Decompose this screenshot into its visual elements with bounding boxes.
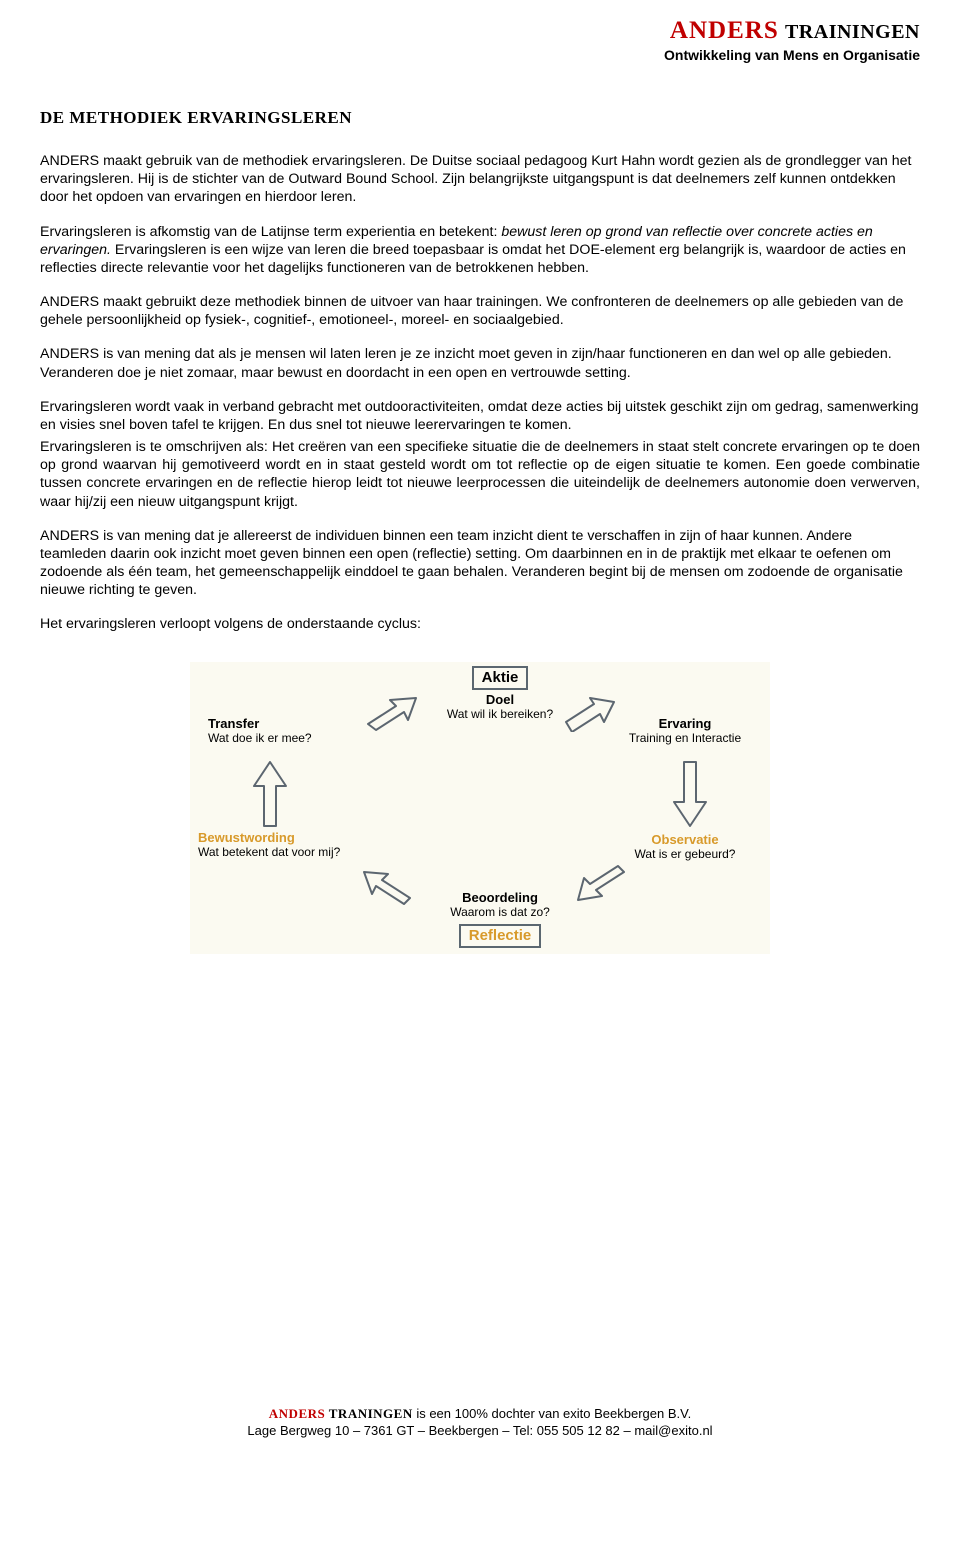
spacer xyxy=(40,954,920,1434)
paragraph-1: ANDERS maakt gebruik van de methodiek er… xyxy=(40,152,920,207)
paragraph-2: Ervaringsleren is afkomstig van de Latij… xyxy=(40,223,920,278)
aktie-sub1: Doel xyxy=(425,692,575,708)
node-reflectie: Reflectie xyxy=(450,924,550,948)
arrow-bewust-transfer xyxy=(250,758,290,830)
arrow-aktie-ervaring xyxy=(560,692,620,732)
arrow-beoordeling-bewust xyxy=(360,862,420,908)
footer-line-1: ANDERS TRANINGEN is een 100% dochter van… xyxy=(0,1406,960,1423)
arrow-ervaring-observatie xyxy=(670,758,710,830)
footer-brand2: TRANINGEN xyxy=(325,1406,412,1421)
observatie-label: Observatie xyxy=(610,832,760,848)
header-brand: ANDERS TRAININGEN Ontwikkeling van Mens … xyxy=(664,18,920,63)
node-bewustwording: Bewustwording Wat betekent dat voor mij? xyxy=(198,830,388,860)
paragraph-7: ANDERS is van mening dat je allereerst d… xyxy=(40,527,920,600)
footer: ANDERS TRANINGEN is een 100% dochter van… xyxy=(0,1406,960,1440)
paragraph-5: Ervaringsleren wordt vaak in verband geb… xyxy=(40,398,920,434)
transfer-sub: Wat doe ik er mee? xyxy=(208,731,368,745)
body-text: ANDERS maakt gebruik van de methodiek er… xyxy=(40,152,920,634)
transfer-label: Transfer xyxy=(208,716,368,732)
cycle-diagram: Aktie Doel Wat wil ik bereiken? Ervaring… xyxy=(190,662,770,954)
brand-name: ANDERS xyxy=(670,17,779,44)
bewust-label: Bewustwording xyxy=(198,830,388,846)
footer-line-2: Lage Bergweg 10 – 7361 GT – Beekbergen –… xyxy=(0,1423,960,1440)
footer-text-b: exito Beekbergen B.V. xyxy=(563,1406,691,1421)
paragraph-4: ANDERS is van mening dat als je mensen w… xyxy=(40,345,920,381)
ervaring-sub: Training en Interactie xyxy=(605,731,765,745)
document-title: DE METHODIEK ERVARINGSLEREN xyxy=(40,108,920,128)
node-ervaring: Ervaring Training en Interactie xyxy=(605,716,765,746)
reflectie-box-label: Reflectie xyxy=(459,924,542,948)
aktie-box-label: Aktie xyxy=(472,666,529,690)
observatie-sub: Wat is er gebeurd? xyxy=(610,847,760,861)
p2-post: Ervaringsleren is een wijze van leren di… xyxy=(40,242,906,276)
bewust-sub: Wat betekent dat voor mij? xyxy=(198,845,388,859)
arrow-observatie-beoordeling xyxy=(572,862,632,908)
paragraph-8: Het ervaringsleren verloopt volgens de o… xyxy=(40,615,920,633)
footer-text-a: is een 100% dochter van xyxy=(413,1406,563,1421)
footer-brand: ANDERS xyxy=(269,1406,325,1421)
node-aktie: Aktie Doel Wat wil ik bereiken? xyxy=(425,666,575,722)
paragraph-3: ANDERS maakt gebruikt deze methodiek bin… xyxy=(40,293,920,329)
paragraph-6: Ervaringsleren is te omschrijven als: He… xyxy=(40,438,920,511)
brand-line: ANDERS TRAININGEN xyxy=(664,18,920,43)
node-transfer: Transfer Wat doe ik er mee? xyxy=(208,716,368,746)
brand-tagline: Ontwikkeling van Mens en Organisatie xyxy=(664,47,920,63)
brand-suffix: TRAININGEN xyxy=(785,21,920,43)
node-beoordeling: Beoordeling Waarom is dat zo? xyxy=(415,890,585,920)
aktie-sub2: Wat wil ik bereiken? xyxy=(425,707,575,721)
arrow-transfer-aktie xyxy=(360,690,424,734)
node-observatie: Observatie Wat is er gebeurd? xyxy=(610,832,760,862)
beoordeling-label: Beoordeling xyxy=(415,890,585,906)
ervaring-label: Ervaring xyxy=(605,716,765,732)
p2-pre: Ervaringsleren is afkomstig van de Latij… xyxy=(40,224,501,240)
beoordeling-sub: Waarom is dat zo? xyxy=(415,905,585,919)
